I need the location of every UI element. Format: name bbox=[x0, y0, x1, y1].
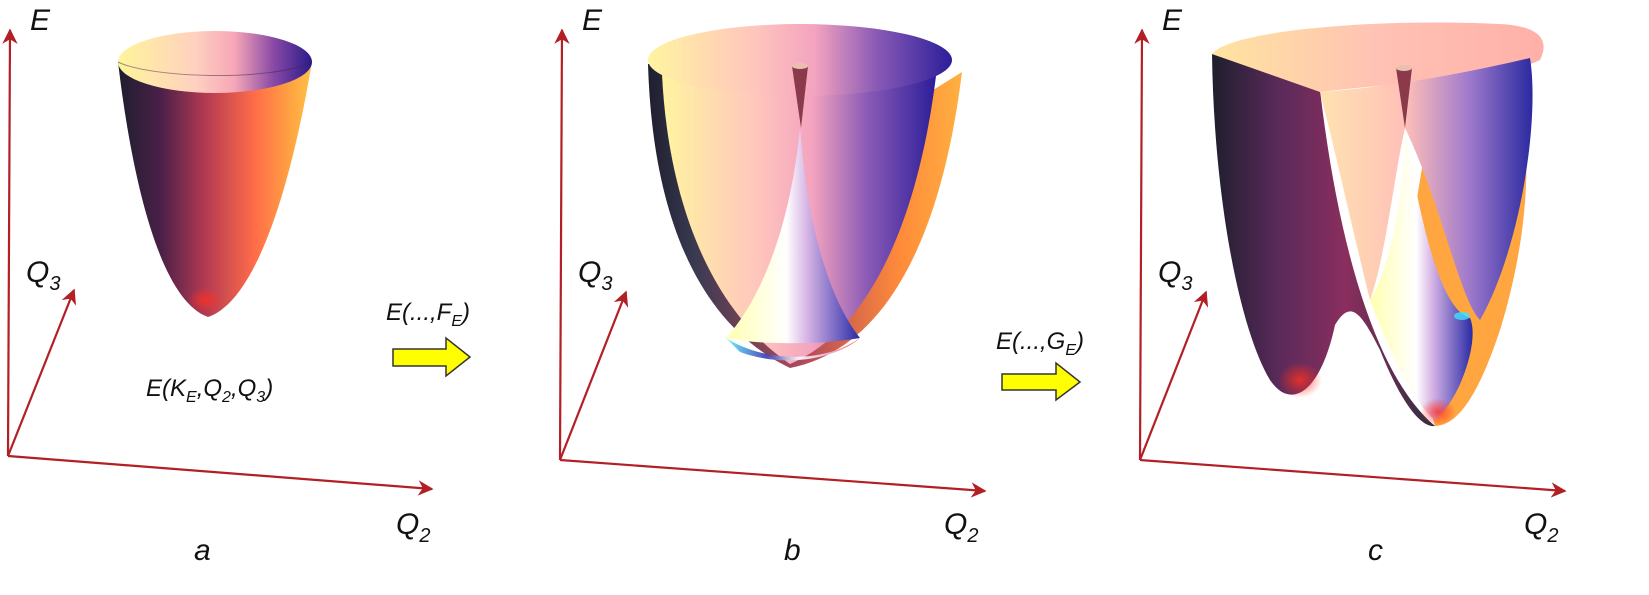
axis-label-q3: Q3 bbox=[578, 256, 612, 295]
panel-b: E Q3 Q2 b bbox=[554, 4, 987, 567]
double-well-surface bbox=[1212, 22, 1544, 427]
paraboloid-surface bbox=[117, 31, 313, 317]
transition-arrow-1 bbox=[392, 336, 472, 378]
axis-label-e: E bbox=[1162, 4, 1183, 37]
axis-label-q3: Q3 bbox=[26, 256, 60, 295]
axis-q2 bbox=[559, 458, 987, 498]
axis-q3 bbox=[558, 290, 629, 461]
energy-formula: E(KE,Q2,Q3) bbox=[146, 375, 273, 406]
panel-a: E Q3 Q2 E(KE,Q2,Q3) a bbox=[2, 4, 434, 567]
axis-e bbox=[2, 28, 18, 457]
transition-label-2: E(...,GE) bbox=[996, 328, 1084, 359]
axis-q2 bbox=[7, 454, 434, 496]
transition-1: E(...,FE) bbox=[386, 299, 472, 378]
axes-b bbox=[554, 28, 987, 498]
axis-label-q3: Q3 bbox=[1158, 256, 1192, 295]
mexican-hat-surface bbox=[648, 24, 962, 368]
axes-a bbox=[2, 28, 434, 496]
transition-arrow-2 bbox=[1001, 361, 1082, 402]
axis-label-q2: Q2 bbox=[1524, 508, 1558, 547]
panel-letter-c: c bbox=[1368, 534, 1383, 567]
panel-letter-b: b bbox=[784, 534, 801, 567]
axis-q2 bbox=[1139, 458, 1567, 498]
axis-e bbox=[1134, 28, 1150, 461]
transition-2: E(...,GE) bbox=[996, 328, 1084, 402]
axis-label-e: E bbox=[582, 4, 603, 37]
axis-e bbox=[554, 28, 570, 461]
axis-label-e: E bbox=[30, 4, 51, 37]
axes-c bbox=[1134, 28, 1567, 498]
axis-label-q2: Q2 bbox=[944, 508, 978, 547]
transition-label-1: E(...,FE) bbox=[386, 299, 470, 330]
panel-c: E Q3 Q2 c bbox=[1134, 4, 1567, 567]
axis-label-q2: Q2 bbox=[396, 508, 430, 547]
axis-q3 bbox=[1138, 290, 1209, 461]
panel-letter-a: a bbox=[194, 534, 211, 567]
axis-q3 bbox=[6, 288, 77, 457]
